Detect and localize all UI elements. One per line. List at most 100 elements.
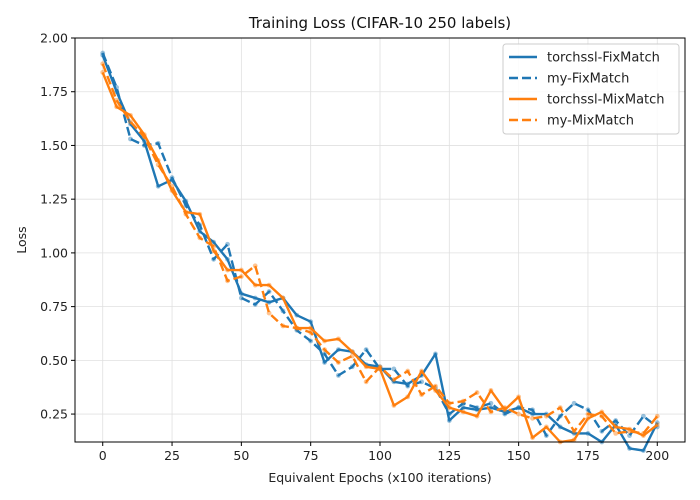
y-axis-label: Loss xyxy=(14,226,29,253)
data-point xyxy=(585,415,591,421)
x-tick-label: 175 xyxy=(576,448,600,463)
data-point xyxy=(599,428,605,434)
data-point xyxy=(155,140,161,146)
data-point xyxy=(100,50,106,56)
data-point xyxy=(627,446,632,451)
data-point xyxy=(238,267,244,273)
data-point xyxy=(654,413,660,419)
data-point xyxy=(474,413,480,419)
data-point xyxy=(225,267,230,273)
data-point xyxy=(155,162,161,168)
x-tick-label: 100 xyxy=(368,448,392,463)
data-point xyxy=(571,431,577,436)
data-point xyxy=(530,407,535,413)
y-tick-label: 0.75 xyxy=(40,299,68,314)
legend: torchssl-FixMatch my-FixMatch torchssl-Mix… xyxy=(502,43,680,135)
data-point xyxy=(266,299,272,305)
data-point xyxy=(516,394,522,400)
x-tick-label: 125 xyxy=(437,448,461,463)
data-point xyxy=(141,134,147,140)
x-tick-label: 0 xyxy=(99,448,107,463)
y-tick-label: 0.50 xyxy=(40,353,68,368)
x-axis-label: Equivalent Epochs (x100 iterations) xyxy=(268,470,491,485)
y-tick-label: 2.00 xyxy=(40,31,68,46)
data-point xyxy=(627,428,632,434)
data-point xyxy=(155,183,161,189)
data-point xyxy=(183,211,189,217)
data-point xyxy=(197,235,203,241)
data-point xyxy=(280,323,286,329)
data-point xyxy=(516,411,522,417)
data-point xyxy=(571,400,577,406)
series-layer xyxy=(100,50,660,453)
data-point xyxy=(252,282,258,288)
data-point xyxy=(654,422,660,428)
data-point xyxy=(336,347,341,352)
data-point xyxy=(599,413,605,419)
series-torchssl-MixMatch xyxy=(100,69,660,445)
series-line xyxy=(101,71,659,444)
data-point xyxy=(557,405,563,411)
data-point xyxy=(641,413,646,419)
legend-label: my-FixMatch xyxy=(547,72,629,87)
data-point xyxy=(377,364,383,370)
data-point xyxy=(100,61,106,67)
data-point xyxy=(363,364,369,370)
data-point xyxy=(613,431,619,436)
series-my-MixMatch xyxy=(100,61,660,436)
data-point xyxy=(488,388,494,393)
data-point xyxy=(266,310,272,316)
data-point xyxy=(197,229,203,234)
data-point xyxy=(530,415,535,421)
data-point xyxy=(114,85,119,90)
data-point xyxy=(322,360,327,365)
data-point xyxy=(322,338,327,344)
data-point xyxy=(654,420,660,426)
data-point xyxy=(252,302,258,307)
data-point xyxy=(585,431,591,436)
data-point xyxy=(460,405,466,411)
data-point xyxy=(446,418,452,423)
data-point xyxy=(446,400,452,406)
legend-items: torchssl-FixMatch my-FixMatch torchssl-Mix… xyxy=(509,51,665,129)
y-tick-label: 1.00 xyxy=(40,245,68,260)
data-point xyxy=(543,413,549,419)
data-point xyxy=(280,295,286,301)
data-point xyxy=(419,392,424,398)
data-point xyxy=(530,435,535,441)
data-point xyxy=(446,411,452,417)
series-line xyxy=(101,63,659,435)
y-tick-label: 1.25 xyxy=(40,192,68,207)
data-point xyxy=(141,143,147,148)
chart-title: Training Loss (CIFAR-10 250 labels) xyxy=(248,14,511,32)
data-point xyxy=(128,136,133,142)
x-tick-label: 50 xyxy=(233,448,249,463)
data-point xyxy=(336,336,341,342)
data-point xyxy=(336,360,341,365)
data-point xyxy=(405,383,411,389)
data-point xyxy=(197,222,203,228)
data-point xyxy=(322,347,327,352)
data-point xyxy=(363,379,369,385)
data-point xyxy=(114,97,119,103)
data-point xyxy=(405,394,411,400)
data-point xyxy=(446,405,452,411)
y-tick-label: 1.50 xyxy=(40,138,68,153)
data-point xyxy=(336,372,341,378)
data-point xyxy=(308,338,314,344)
data-point xyxy=(238,274,244,279)
data-point xyxy=(599,409,605,415)
data-point xyxy=(641,431,646,436)
y-tick-label: 0.25 xyxy=(40,407,68,422)
data-point xyxy=(433,383,438,389)
data-point xyxy=(322,351,327,357)
legend-label: torchssl-MixMatch xyxy=(547,93,665,108)
legend-box xyxy=(502,43,680,135)
data-point xyxy=(169,175,175,181)
data-point xyxy=(391,366,397,372)
data-point xyxy=(585,411,591,417)
legend-label: torchssl-FixMatch xyxy=(547,51,660,66)
data-point xyxy=(252,295,258,301)
data-point xyxy=(516,405,522,411)
